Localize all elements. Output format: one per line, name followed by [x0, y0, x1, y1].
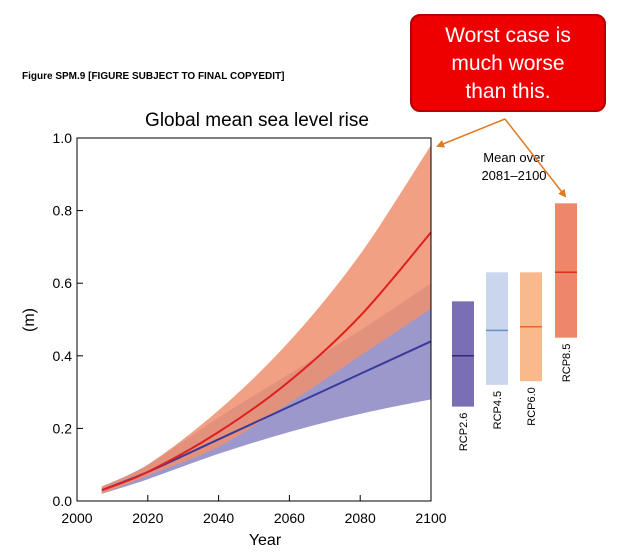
chart-title: Global mean sea level rise	[145, 110, 369, 131]
bar-rcp26	[452, 301, 474, 407]
worst-case-callout: Worst case is much worse than this.	[410, 14, 606, 112]
bar-label-rcp60: RCP6.0	[526, 387, 538, 426]
x-tick-label-2060: 2060	[274, 510, 305, 526]
y-tick-label-5: 1.0	[53, 130, 73, 146]
uncertainty-band-2	[101, 145, 432, 494]
x-tick-label-2040: 2040	[203, 510, 234, 526]
y-tick-label-0: 0.0	[53, 493, 73, 509]
plot-frame	[76, 137, 432, 502]
callout-line-1: Worst case is	[445, 24, 571, 47]
scenario-bars: RCP2.6 RCP4.5 RCP6.0 RCP8.5	[452, 203, 577, 451]
callout-arrows	[436, 118, 567, 198]
arrow-to-plot	[436, 118, 506, 148]
y-tick-label-3: 0.6	[53, 275, 73, 291]
bar-rcp45	[486, 272, 508, 385]
y-axis-title: (m)	[21, 308, 38, 332]
y-tick-label-1: 0.2	[53, 420, 73, 436]
x-tick-label-2000: 2000	[61, 510, 92, 526]
axis-ticks: 2000 2020 2040 2060 2080 2100 0.0 0.2 0.4 0.6 0.8 1…	[53, 130, 447, 526]
callout-line-2: much worse	[451, 52, 565, 75]
bar-rcp85	[555, 203, 577, 338]
figure-caption: Figure SPM.9 [FIGURE SUBJECT TO FINAL CO…	[22, 71, 285, 82]
bar-label-rcp26: RCP2.6	[458, 413, 470, 452]
x-tick-label-2020: 2020	[132, 510, 163, 526]
bar-label-rcp45: RCP4.5	[492, 391, 504, 430]
side-title-line-1: Mean over	[483, 150, 545, 165]
mean-line-2	[101, 231, 432, 492]
y-tick-label-2: 0.4	[53, 348, 73, 364]
callout-line-3: than this.	[465, 80, 551, 103]
arrow-to-rcp85	[504, 118, 567, 198]
x-tick-label-2080: 2080	[345, 510, 376, 526]
x-axis-title: Year	[249, 532, 282, 549]
side-title-line-2: 2081–2100	[481, 168, 546, 183]
plot-area	[101, 145, 432, 494]
x-tick-label-2100: 2100	[415, 510, 446, 526]
y-tick-label-4: 0.8	[53, 203, 73, 219]
bar-label-rcp85: RCP8.5	[561, 344, 573, 383]
